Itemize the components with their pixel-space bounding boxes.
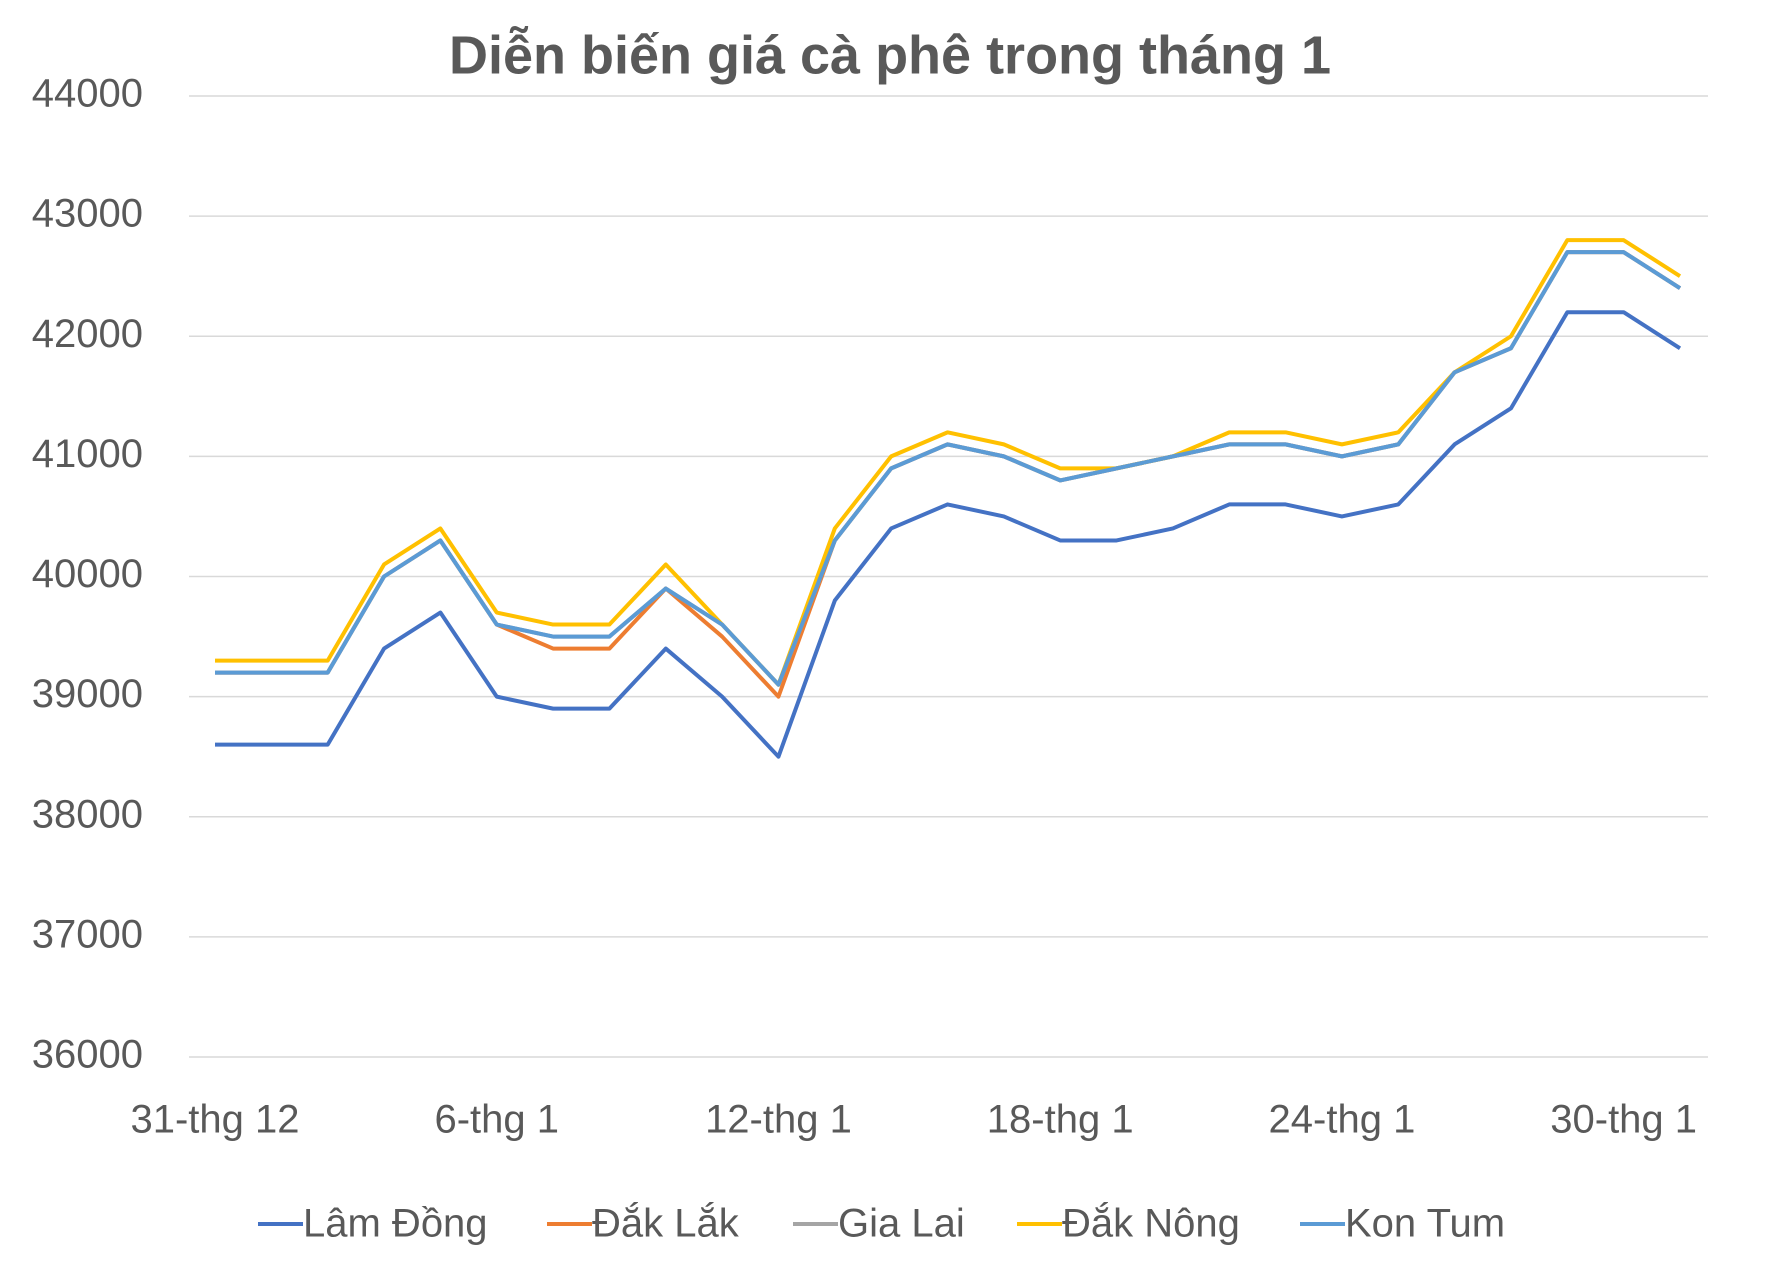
x-tick-label: 18-thg 1	[987, 1098, 1134, 1142]
series-line	[215, 250, 1682, 699]
y-tick-label: 42000	[32, 312, 143, 356]
y-tick-label: 40000	[32, 552, 143, 596]
y-tick-label: 36000	[32, 1033, 143, 1077]
x-tick-label: 30-thg 1	[1550, 1098, 1697, 1142]
x-tick-label: 6-thg 1	[434, 1098, 559, 1142]
series-line	[215, 250, 1682, 687]
series-line	[215, 250, 1682, 687]
legend-label: Đắk Nông	[1062, 1201, 1240, 1246]
series-line	[215, 238, 1682, 687]
x-tick-label: 12-thg 1	[705, 1098, 852, 1142]
legend-label: Lâm Đồng	[303, 1202, 488, 1246]
y-tick-label: 38000	[32, 792, 143, 836]
x-tick-label: 24-thg 1	[1269, 1098, 1416, 1142]
chart-title: Diễn biến giá cà phê trong tháng 1	[449, 25, 1331, 85]
y-tick-label: 44000	[32, 72, 143, 116]
y-tick-label: 41000	[32, 432, 143, 476]
y-tick-label: 39000	[32, 672, 143, 716]
y-tick-label: 43000	[32, 192, 143, 236]
x-tick-label: 31-thg 12	[130, 1098, 299, 1142]
series-line	[215, 310, 1682, 759]
legend-label: Gia Lai	[838, 1202, 965, 1246]
y-tick-label: 37000	[32, 912, 143, 956]
legend-label: Kon Tum	[1345, 1202, 1505, 1246]
legend-label: Đắk Lắk	[592, 1201, 740, 1246]
